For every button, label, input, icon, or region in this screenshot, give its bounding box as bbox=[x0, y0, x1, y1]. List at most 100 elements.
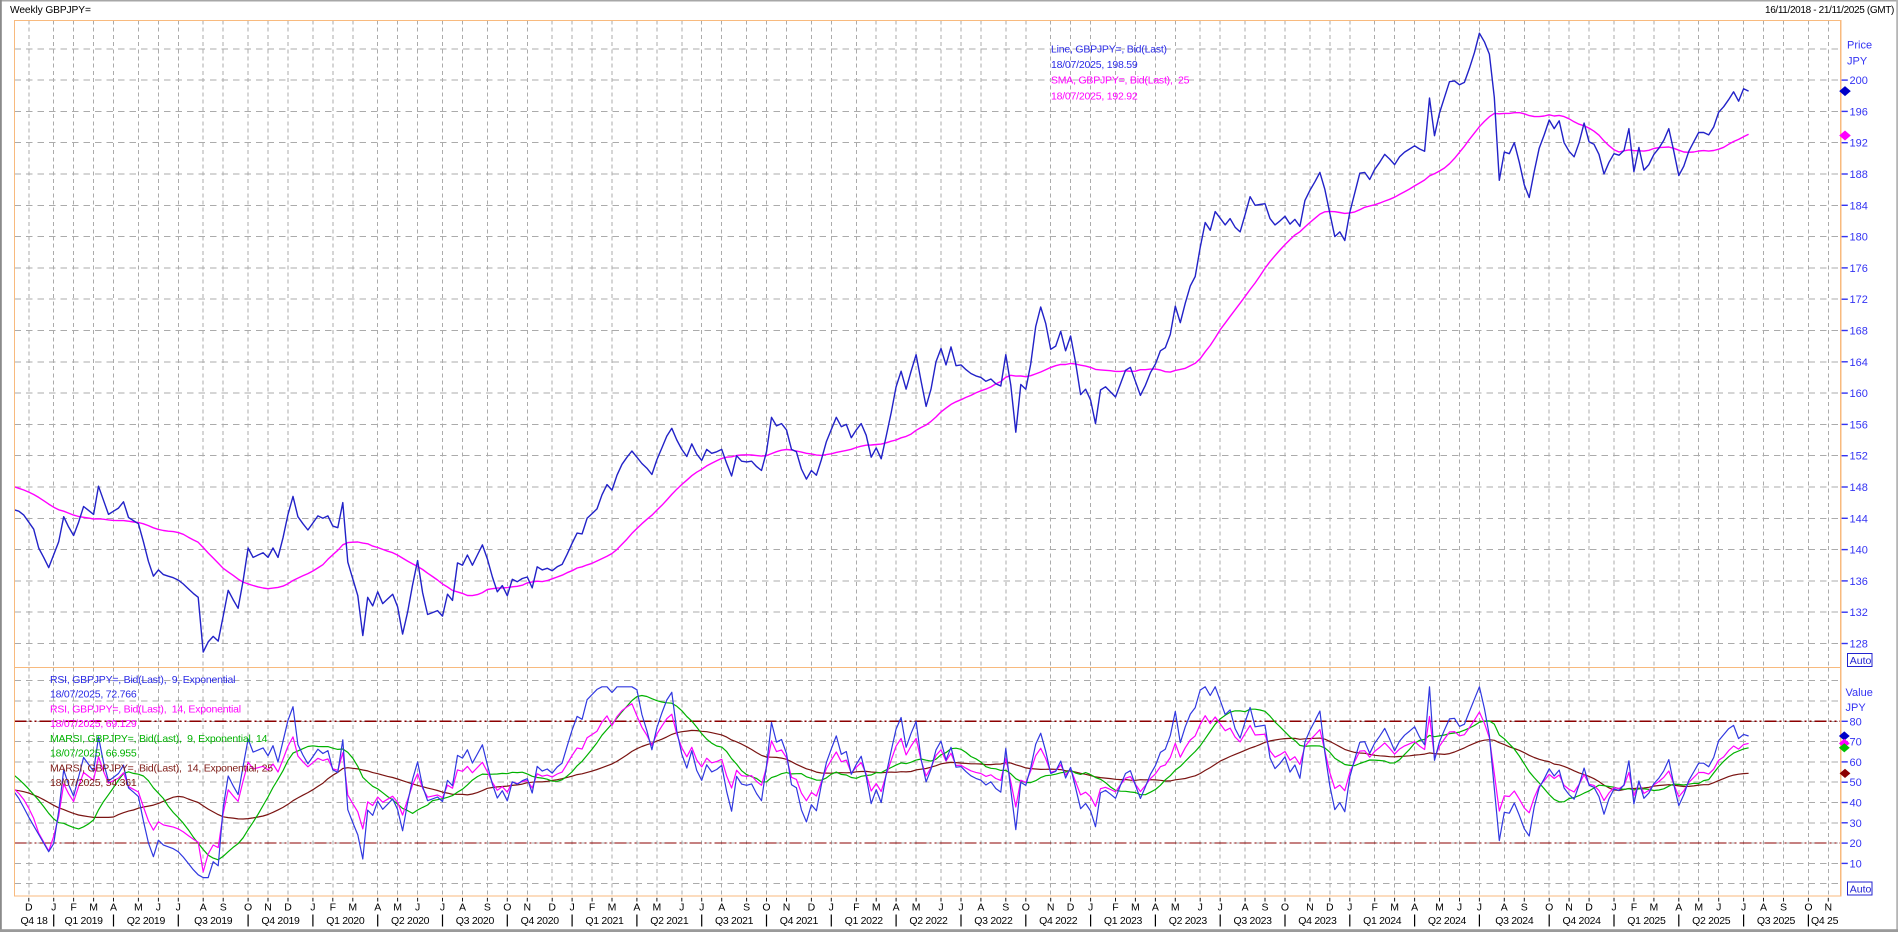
svg-text:Q2 2020: Q2 2020 bbox=[391, 915, 430, 927]
svg-text:A: A bbox=[633, 901, 640, 913]
svg-text:A: A bbox=[200, 901, 207, 913]
svg-text:188: 188 bbox=[1850, 169, 1868, 181]
svg-text:Q4 2020: Q4 2020 bbox=[521, 915, 560, 927]
svg-text:M: M bbox=[1131, 901, 1140, 913]
svg-text:Price: Price bbox=[1847, 40, 1872, 52]
svg-text:M: M bbox=[653, 901, 662, 913]
svg-text:M: M bbox=[1390, 901, 1399, 913]
svg-text:RSI, GBPJPY=, Bid(Last), 9, E: RSI, GBPJPY=, Bid(Last), 9, Exponential bbox=[50, 674, 235, 686]
svg-text:Q3 2023: Q3 2023 bbox=[1234, 915, 1273, 927]
svg-text:A: A bbox=[1675, 901, 1682, 913]
svg-text:Q2 2019: Q2 2019 bbox=[127, 915, 166, 927]
svg-text:J: J bbox=[1347, 901, 1352, 913]
svg-text:18/07/2025, 54.361: 18/07/2025, 54.361 bbox=[50, 777, 137, 789]
svg-text:A: A bbox=[893, 901, 900, 913]
svg-text:J: J bbox=[679, 901, 684, 913]
svg-text:Q2 2023: Q2 2023 bbox=[1169, 915, 1208, 927]
svg-text:M: M bbox=[393, 901, 402, 913]
svg-text:J: J bbox=[938, 901, 943, 913]
svg-text:164: 164 bbox=[1850, 357, 1868, 369]
svg-text:J: J bbox=[440, 901, 445, 913]
svg-text:136: 136 bbox=[1850, 576, 1868, 588]
svg-text:J: J bbox=[156, 901, 161, 913]
svg-text:J: J bbox=[1477, 901, 1482, 913]
svg-text:N: N bbox=[264, 901, 272, 913]
svg-text:S: S bbox=[1002, 901, 1009, 913]
svg-text:F: F bbox=[1112, 901, 1118, 913]
svg-text:N: N bbox=[1306, 901, 1314, 913]
svg-text:N: N bbox=[524, 901, 532, 913]
svg-text:M: M bbox=[608, 901, 617, 913]
svg-text:N: N bbox=[1565, 901, 1573, 913]
svg-text:O: O bbox=[1804, 901, 1812, 913]
svg-text:200: 200 bbox=[1850, 75, 1868, 87]
svg-text:10: 10 bbox=[1850, 858, 1862, 870]
svg-text:A: A bbox=[1152, 901, 1159, 913]
svg-text:D: D bbox=[548, 901, 556, 913]
svg-text:Q2 2022: Q2 2022 bbox=[909, 915, 948, 927]
svg-text:F: F bbox=[853, 901, 859, 913]
svg-text:D: D bbox=[25, 901, 33, 913]
svg-text:Q3 2024: Q3 2024 bbox=[1495, 915, 1534, 927]
svg-text:S: S bbox=[484, 901, 491, 913]
svg-text:F: F bbox=[70, 901, 76, 913]
svg-text:N: N bbox=[1047, 901, 1055, 913]
svg-text:Q3 2021: Q3 2021 bbox=[715, 915, 754, 927]
svg-text:M: M bbox=[1435, 901, 1444, 913]
svg-text:Q4 2019: Q4 2019 bbox=[261, 915, 300, 927]
svg-text:Q1 2019: Q1 2019 bbox=[65, 915, 104, 927]
svg-text:Q4 2024: Q4 2024 bbox=[1563, 915, 1602, 927]
svg-text:J: J bbox=[1741, 901, 1746, 913]
svg-text:J: J bbox=[51, 901, 56, 913]
svg-text:M: M bbox=[1171, 901, 1180, 913]
svg-text:M: M bbox=[872, 901, 881, 913]
svg-text:S: S bbox=[743, 901, 750, 913]
svg-text:70: 70 bbox=[1850, 737, 1862, 749]
svg-text:Q2 2025: Q2 2025 bbox=[1692, 915, 1731, 927]
svg-text:18/07/2025, 198.59: 18/07/2025, 198.59 bbox=[1051, 59, 1138, 71]
svg-text:J: J bbox=[1457, 901, 1462, 913]
svg-text:O: O bbox=[762, 901, 770, 913]
svg-text:80: 80 bbox=[1850, 716, 1862, 728]
svg-text:F: F bbox=[1371, 901, 1377, 913]
svg-text:176: 176 bbox=[1850, 263, 1868, 275]
svg-text:Q2 2021: Q2 2021 bbox=[650, 915, 689, 927]
svg-text:S: S bbox=[1261, 901, 1268, 913]
svg-text:J: J bbox=[569, 901, 574, 913]
svg-text:JPY: JPY bbox=[1847, 55, 1868, 67]
svg-text:A: A bbox=[718, 901, 725, 913]
svg-text:F: F bbox=[1631, 901, 1637, 913]
svg-text:18/07/2025, 66.955: 18/07/2025, 66.955 bbox=[50, 748, 137, 760]
svg-text:Q3 2022: Q3 2022 bbox=[974, 915, 1013, 927]
svg-text:18/07/2025, 69.129: 18/07/2025, 69.129 bbox=[50, 718, 137, 730]
svg-text:O: O bbox=[1022, 901, 1030, 913]
svg-text:132: 132 bbox=[1850, 607, 1868, 619]
svg-text:140: 140 bbox=[1850, 545, 1868, 557]
svg-text:172: 172 bbox=[1850, 294, 1868, 306]
svg-text:160: 160 bbox=[1850, 388, 1868, 400]
svg-text:Q4 18: Q4 18 bbox=[20, 915, 48, 927]
svg-text:M: M bbox=[1650, 901, 1659, 913]
svg-text:20: 20 bbox=[1850, 838, 1862, 850]
svg-text:SMA, GBPJPY=, Bid(Last), 25: SMA, GBPJPY=, Bid(Last), 25 bbox=[1051, 75, 1190, 87]
svg-text:16/11/2018 - 21/11/2025 (GMT): 16/11/2018 - 21/11/2025 (GMT) bbox=[1765, 5, 1894, 16]
svg-text:O: O bbox=[1545, 901, 1553, 913]
svg-text:J: J bbox=[699, 901, 704, 913]
svg-text:Q1 2022: Q1 2022 bbox=[845, 915, 884, 927]
svg-text:JPY: JPY bbox=[1846, 702, 1867, 714]
svg-text:Q1 2025: Q1 2025 bbox=[1627, 915, 1666, 927]
svg-text:J: J bbox=[1716, 901, 1721, 913]
svg-text:S: S bbox=[1521, 901, 1528, 913]
svg-text:D: D bbox=[284, 901, 292, 913]
svg-text:A: A bbox=[1760, 901, 1767, 913]
svg-text:J: J bbox=[1088, 901, 1093, 913]
svg-text:A: A bbox=[374, 901, 381, 913]
svg-text:30: 30 bbox=[1850, 818, 1862, 830]
svg-text:Q3 2025: Q3 2025 bbox=[1757, 915, 1796, 927]
svg-text:144: 144 bbox=[1850, 513, 1868, 525]
svg-text:Q4 2023: Q4 2023 bbox=[1298, 915, 1337, 927]
svg-text:40: 40 bbox=[1850, 798, 1862, 810]
svg-text:M: M bbox=[89, 901, 98, 913]
svg-text:F: F bbox=[330, 901, 336, 913]
svg-text:A: A bbox=[1501, 901, 1508, 913]
